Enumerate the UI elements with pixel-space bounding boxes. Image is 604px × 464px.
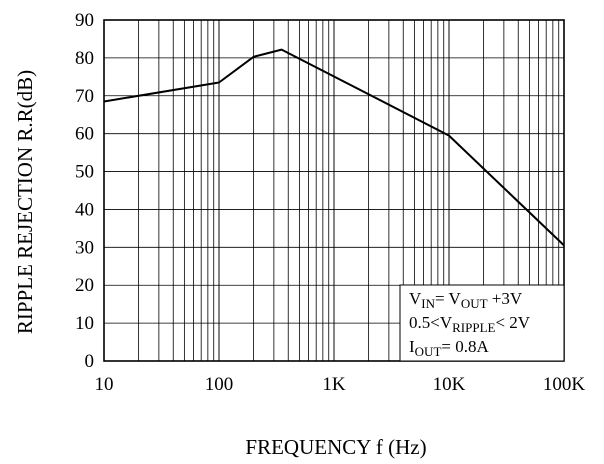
plot-frame <box>103 19 565 362</box>
annotation-subscript: OUT <box>461 296 488 311</box>
annotation-line: IOUT= 0.8A <box>409 337 489 359</box>
x-tick-label: 10 <box>95 374 114 395</box>
annotation-subscript: RIPPLE <box>452 320 495 335</box>
y-tick-label: 20 <box>75 275 94 296</box>
annotation-text: +3V <box>488 289 523 308</box>
y-tick-label: 50 <box>75 162 94 183</box>
x-tick-labels: 10 100 1K 10K 100K <box>95 374 586 395</box>
y-tick-label: 70 <box>75 86 94 107</box>
y-tick-labels: 0 10 20 30 40 50 60 70 80 90 <box>75 10 94 372</box>
y-tick-label: 10 <box>75 313 94 334</box>
y-tick-label: 80 <box>75 48 94 69</box>
annotation-subscript: IN <box>421 296 435 311</box>
y-axis-label: RIPPLE REJECTION R.R(dB) <box>13 70 37 334</box>
annotation-line: 0.5<VRIPPLE< 2V <box>409 313 531 335</box>
annotation-text: = V <box>435 289 462 308</box>
y-tick-label: 90 <box>75 10 94 31</box>
x-tick-label: 10K <box>433 374 466 395</box>
x-axis-label: FREQUENCY f (Hz) <box>245 435 426 459</box>
y-tick-label: 60 <box>75 124 94 145</box>
annotation-text: 0.5<V <box>409 313 453 332</box>
x-tick-label: 100 <box>205 374 234 395</box>
annotation-text: = 0.8A <box>441 337 489 356</box>
y-tick-label: 30 <box>75 237 94 258</box>
y-tick-label: 40 <box>75 199 94 220</box>
x-tick-label: 100K <box>543 374 586 395</box>
annotation-text: < 2V <box>495 313 530 332</box>
annotation-line: VIN= VOUT +3V <box>409 289 523 311</box>
annotation-box <box>399 284 565 362</box>
annotation-text: V <box>409 289 422 308</box>
series-line <box>103 48 565 247</box>
y-tick-label: 0 <box>85 351 95 372</box>
annotation-text: I <box>409 337 415 356</box>
x-tick-label: 1K <box>322 374 346 395</box>
annotation-subscript: OUT <box>415 344 442 359</box>
series-layer <box>103 48 565 247</box>
